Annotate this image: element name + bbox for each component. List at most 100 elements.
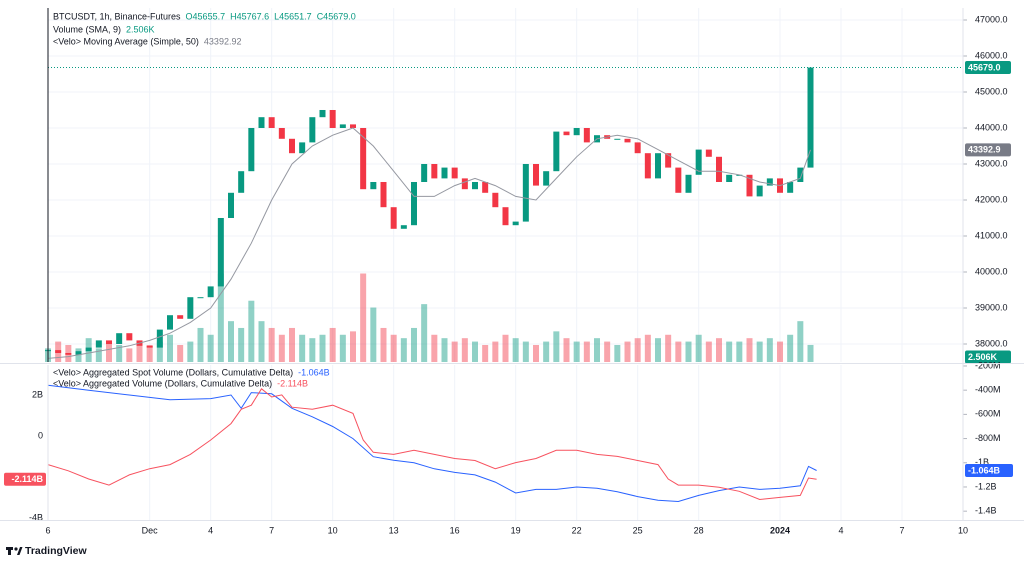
candle: [187, 297, 194, 319]
candle: [461, 178, 468, 190]
volume-bar: [370, 307, 377, 362]
logo-shape: [8, 547, 11, 555]
candle: [85, 347, 92, 352]
candle: [472, 181, 478, 190]
x-tick-label: 6: [45, 525, 50, 535]
candle: [797, 167, 804, 182]
volume-bar: [492, 341, 499, 362]
candle: [126, 333, 133, 341]
volume-bar: [136, 341, 143, 362]
candle: [614, 138, 621, 140]
candle: [400, 225, 407, 229]
volume-bar: [451, 341, 458, 362]
candle: [512, 221, 519, 226]
candle: [492, 192, 499, 208]
logo-shape: [17, 547, 23, 555]
candle: [65, 352, 72, 355]
candle: [75, 351, 82, 355]
moving-average: [47, 127, 811, 359]
volume-bar: [777, 341, 783, 362]
candle: [146, 345, 153, 348]
candle: [350, 124, 356, 128]
candle: [380, 181, 387, 208]
candle: [533, 163, 539, 186]
candle: [309, 117, 316, 143]
legend-text: <Velo> Aggregated Volume (Dollars, Cumul…: [53, 378, 272, 388]
logo-shape: [14, 547, 18, 551]
layers: 38000.0 39000.0 40000.0 41000.0 42000.0 43000…: [4, 8, 1013, 535]
candle: [95, 340, 102, 348]
volume-bar: [299, 334, 306, 362]
volume-bar: [248, 300, 255, 362]
volume-bar: [177, 344, 184, 362]
candle: [665, 153, 672, 168]
x-tick-label: 4: [208, 525, 213, 535]
candle: [705, 149, 712, 157]
candle: [319, 109, 326, 118]
volume-bar: [726, 341, 733, 362]
volume-bar: [746, 338, 753, 362]
volume-bar: [472, 341, 478, 362]
candle: [685, 174, 692, 193]
candle: [228, 192, 234, 218]
candle: [278, 127, 285, 139]
candle: [695, 149, 702, 175]
x-tick-label: 13: [389, 525, 399, 535]
y-tick-label: 43000.0: [975, 158, 1008, 168]
volume-bar: [329, 327, 336, 362]
volume-bar: [502, 334, 509, 362]
volume-bar: [116, 344, 123, 362]
volume-bar: [624, 341, 631, 362]
candle: [360, 127, 367, 190]
legend-text: -1.064B: [298, 367, 330, 377]
candle: [197, 297, 204, 299]
volume-bar: [380, 327, 387, 362]
volume-bar: [400, 338, 407, 362]
volume-bar: [563, 338, 570, 362]
y2-tick-label: -400M: [975, 385, 1001, 395]
y-tick-label: 2B: [32, 389, 43, 399]
candle: [543, 171, 550, 186]
y2-tick-label: -1B: [975, 457, 989, 467]
y-tick-label: 46000.0: [975, 50, 1008, 60]
candle: [746, 174, 753, 197]
candle: [390, 207, 397, 229]
candle: [675, 167, 682, 193]
legend-text: L45651.7: [274, 11, 312, 21]
candle: [217, 217, 224, 287]
candle: [370, 181, 377, 190]
x-tick-label: 10: [328, 525, 338, 535]
ma-tag: 43392.9: [968, 145, 1001, 155]
volume-bar: [319, 334, 326, 362]
candle: [106, 340, 112, 344]
candle: [55, 350, 62, 353]
volume-bar: [594, 338, 600, 362]
y-tick-label: 41000.0: [975, 230, 1008, 240]
volume-bar: [309, 338, 316, 362]
series-tag-bg: [965, 464, 1013, 478]
candle: [451, 167, 458, 179]
y-tick-label: 42000.0: [975, 194, 1008, 204]
candle: [553, 131, 560, 172]
candle: [116, 333, 123, 344]
volume-bar: [573, 341, 580, 362]
candle: [502, 207, 509, 226]
volume-bar: [665, 334, 672, 362]
volume-bar: [441, 338, 448, 362]
candle: [726, 174, 733, 182]
volume-bar: [421, 304, 428, 362]
legend-text: 43392.92: [204, 36, 242, 46]
legend-text: 2.506K: [126, 24, 155, 34]
legend-text: O45655.7: [186, 11, 226, 21]
x-tick-label: 2024: [770, 525, 790, 535]
volume-bar: [411, 327, 417, 362]
candle: [177, 315, 184, 319]
candle: [482, 181, 489, 193]
candle: [563, 131, 570, 136]
x-tick-label: 19: [511, 525, 521, 535]
x-tick-label: 7: [899, 525, 904, 535]
volume-bar: [482, 344, 489, 362]
y2-tick-label: -800M: [975, 433, 1001, 443]
